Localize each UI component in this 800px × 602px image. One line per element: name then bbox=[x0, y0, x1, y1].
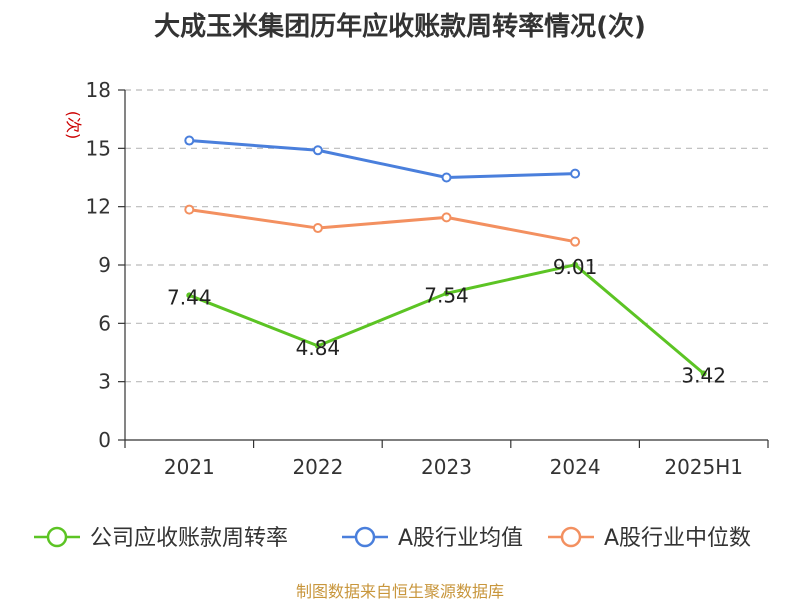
legend-label: 公司应收账款周转率 bbox=[90, 526, 288, 551]
data-label: 9.01 bbox=[553, 255, 598, 279]
data-label: 4.84 bbox=[296, 336, 341, 360]
series-0 bbox=[186, 261, 707, 377]
x-tick-label: 2024 bbox=[550, 455, 601, 479]
data-label: 3.42 bbox=[681, 364, 726, 388]
y-tick-label: 18 bbox=[86, 78, 111, 102]
axes: 0 3 6 9 12 15 18 2021 2022 2023 2024 2025H1 (次) bbox=[64, 78, 769, 479]
series-point bbox=[441, 172, 452, 183]
y-tick-label: 15 bbox=[86, 136, 111, 160]
grid-lines bbox=[125, 89, 768, 383]
x-tick-label: 2022 bbox=[292, 455, 343, 479]
series-layer bbox=[184, 135, 707, 377]
series-point bbox=[443, 290, 450, 297]
series-point bbox=[441, 212, 452, 223]
y-tick-label: 3 bbox=[98, 370, 111, 394]
legend-marker bbox=[560, 526, 582, 548]
series-line bbox=[189, 139, 576, 179]
legend-marker bbox=[46, 526, 68, 548]
source-note: 制图数据来自恒生聚源数据库 bbox=[295, 582, 504, 601]
legend-label: A股行业均值 bbox=[398, 526, 523, 551]
y-tick-label: 0 bbox=[98, 428, 111, 452]
series-point bbox=[184, 204, 195, 215]
chart-title: 大成玉米集团历年应收账款周转率情况(次) bbox=[154, 12, 646, 42]
series-point bbox=[312, 223, 323, 234]
series-point bbox=[314, 342, 321, 349]
x-tick-label: 2021 bbox=[164, 455, 215, 479]
y-tick-label: 12 bbox=[86, 195, 111, 219]
legend-item: A股行业均值 bbox=[342, 526, 523, 551]
legend-marker bbox=[354, 526, 376, 548]
data-labels: 7.44 4.84 7.54 9.01 3.42 bbox=[167, 255, 726, 388]
series-point bbox=[570, 168, 581, 179]
legend-item: 公司应收账款周转率 bbox=[34, 526, 288, 551]
x-tick-label: 2025H1 bbox=[664, 455, 743, 479]
series-point bbox=[572, 261, 579, 268]
x-tick-label: 2023 bbox=[421, 455, 472, 479]
legend-label: A股行业中位数 bbox=[604, 526, 751, 551]
legend-item: A股行业中位数 bbox=[548, 526, 751, 551]
series-line bbox=[189, 208, 576, 244]
series-point bbox=[184, 135, 195, 146]
series-2 bbox=[184, 204, 581, 247]
series-point bbox=[570, 236, 581, 247]
series-point bbox=[700, 370, 707, 377]
series-line bbox=[188, 263, 705, 375]
series-point bbox=[312, 145, 323, 156]
data-label: 7.54 bbox=[424, 283, 469, 307]
y-tick-label: 6 bbox=[98, 311, 111, 335]
y-tick-label: 9 bbox=[98, 253, 111, 277]
data-label: 7.44 bbox=[167, 285, 212, 309]
series-1 bbox=[184, 135, 581, 183]
y-axis-label: (次) bbox=[64, 111, 83, 140]
series-point bbox=[186, 292, 193, 299]
legend: 公司应收账款周转率 A股行业均值 A股行业中位数 bbox=[34, 526, 751, 551]
